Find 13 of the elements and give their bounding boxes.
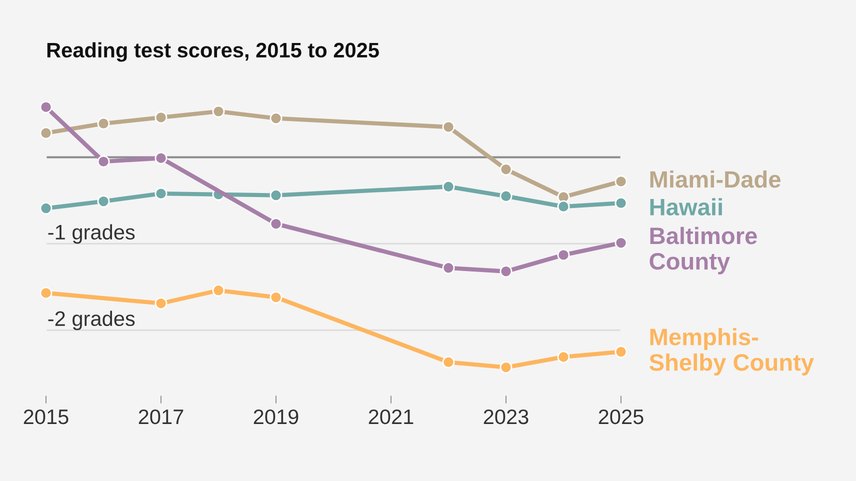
series-label: Memphis- Shelby County	[649, 328, 814, 376]
series-label: Hawaii	[650, 198, 722, 216]
x-tick-label: 2023	[484, 409, 528, 424]
x-tick-label: 2015	[24, 409, 68, 424]
x-tick-label: 2025	[598, 409, 644, 424]
x-tick-label: 2019	[254, 409, 298, 424]
series-label: Miami-Dade	[650, 170, 780, 188]
chart-title: Reading test scores, 2015 to 2025	[47, 42, 379, 62]
series-label: Baltimore County	[650, 226, 757, 274]
y-tick-label: -1 grades	[48, 224, 135, 244]
x-tick-label: 2021	[368, 409, 414, 424]
x-tick-label: 2017	[138, 409, 184, 424]
y-tick-label: -2 grades	[48, 310, 135, 330]
